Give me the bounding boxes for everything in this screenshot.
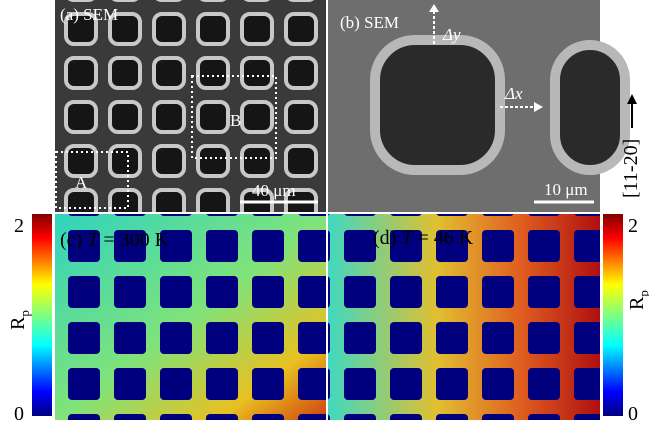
panel-label: (a) SEM: [60, 5, 118, 24]
panel-label: (b) SEM: [340, 13, 399, 32]
scale-bar-label: 10 μm: [544, 180, 588, 199]
colorbar-left: 2 0 Rp: [7, 214, 52, 425]
panel-a: (a) SEM A B 40 μm: [55, 0, 326, 212]
colorbar-min: 0: [14, 403, 24, 425]
panel-b: (b) SEM Δy Δx 10 μm: [328, 0, 625, 212]
text-part: R: [626, 296, 648, 310]
region-label: B: [230, 111, 241, 130]
text-part: (c): [60, 229, 87, 251]
text-part: (d): [373, 227, 401, 249]
panel-label: (d) T = 46 K: [373, 227, 474, 249]
text-part: R: [7, 316, 29, 330]
text-part: p: [17, 310, 32, 317]
panel-c: (c) T = 300 K: [55, 214, 326, 420]
arrow-label: Δx: [504, 84, 523, 103]
region-label: A: [75, 173, 88, 192]
figure: (a) SEM A B 40 μm (b) SEM Δy Δx 10 μm (c…: [0, 0, 649, 427]
colorbar-label: Rp: [7, 310, 32, 330]
direction-label: [11-20]: [620, 139, 642, 198]
text-part: p: [636, 290, 649, 297]
panel-d: (d) T = 46 K: [328, 214, 600, 420]
text-part: = 300 K: [98, 229, 169, 251]
colorbar-min: 0: [628, 403, 638, 425]
colorbar-label: Rp: [626, 290, 649, 310]
colorbar-right: 2 0 Rp: [603, 214, 649, 425]
arrow-label: Δy: [442, 25, 461, 44]
text-part: = 46 K: [412, 227, 473, 249]
colorbar-max: 2: [628, 215, 638, 237]
panel-label: (c) T = 300 K: [60, 229, 170, 251]
colorbar-max: 2: [14, 215, 24, 237]
scale-bar-label: 40 μm: [252, 181, 296, 200]
